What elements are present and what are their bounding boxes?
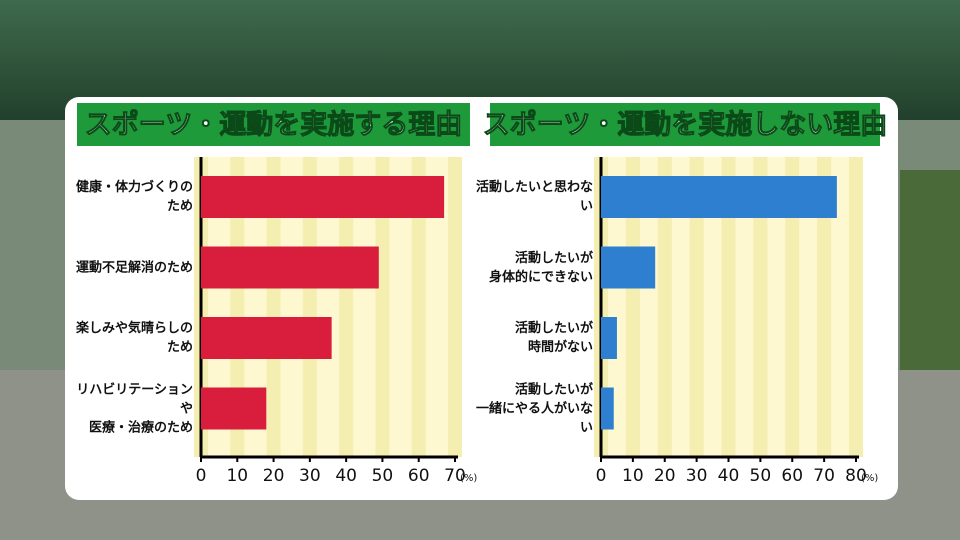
chart-title: スポーツ・運動を実施しない理由 xyxy=(483,109,887,141)
bar xyxy=(201,246,379,289)
bar xyxy=(601,246,656,289)
x-tick-label: 20 xyxy=(654,466,676,486)
x-tick-label: 80 xyxy=(845,466,867,486)
x-tick-label: 50 xyxy=(372,466,394,486)
x-tick-label: 0 xyxy=(596,466,607,486)
title-box xyxy=(77,103,470,146)
bar xyxy=(601,176,837,218)
bar xyxy=(601,387,614,430)
category-label: リハビリテーションや 医療・治療のため xyxy=(76,382,193,435)
x-tick-label: 70 xyxy=(813,466,835,486)
x-tick-label: 40 xyxy=(718,466,740,486)
category-label: 活動したいが 時間がない xyxy=(514,321,593,355)
trees xyxy=(900,170,960,370)
chart-title: スポーツ・運動を実施する理由 xyxy=(85,109,462,141)
bar xyxy=(201,387,267,430)
category-label: 健康・体力づくりのため xyxy=(75,180,193,214)
category-label: 活動したいと思わない xyxy=(475,180,593,214)
unit-label: (%) xyxy=(861,473,878,484)
bar xyxy=(201,317,332,359)
x-tick-label: 10 xyxy=(226,466,248,486)
x-tick-label: 70 xyxy=(444,466,466,486)
category-label: 活動したいが 一緒にやる人がいない xyxy=(475,382,593,435)
x-tick-label: 50 xyxy=(750,466,772,486)
x-tick-label: 30 xyxy=(686,466,708,486)
title-box xyxy=(490,103,880,146)
unit-label: (%) xyxy=(460,473,477,484)
x-tick-label: 30 xyxy=(299,466,321,486)
x-tick-label: 10 xyxy=(622,466,644,486)
category-label: 運動不足解消のため xyxy=(75,260,193,275)
bar xyxy=(601,317,617,359)
category-label: 活動したいが 身体的にできない xyxy=(488,250,593,285)
x-tick-label: 0 xyxy=(196,466,207,486)
bar xyxy=(201,176,445,218)
x-tick-label: 40 xyxy=(335,466,357,486)
x-tick-label: 60 xyxy=(781,466,803,486)
category-label: 楽しみや気晴らしのため xyxy=(75,321,193,355)
x-tick-label: 20 xyxy=(263,466,285,486)
x-tick-label: 60 xyxy=(408,466,430,486)
